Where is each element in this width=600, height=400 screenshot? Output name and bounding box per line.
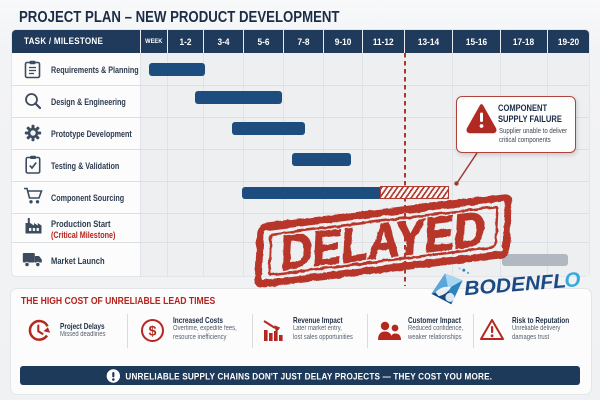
svg-text:$: $ bbox=[149, 323, 157, 339]
svg-text:BODENFL: BODENFL bbox=[463, 270, 566, 300]
svg-text:O: O bbox=[564, 268, 582, 292]
